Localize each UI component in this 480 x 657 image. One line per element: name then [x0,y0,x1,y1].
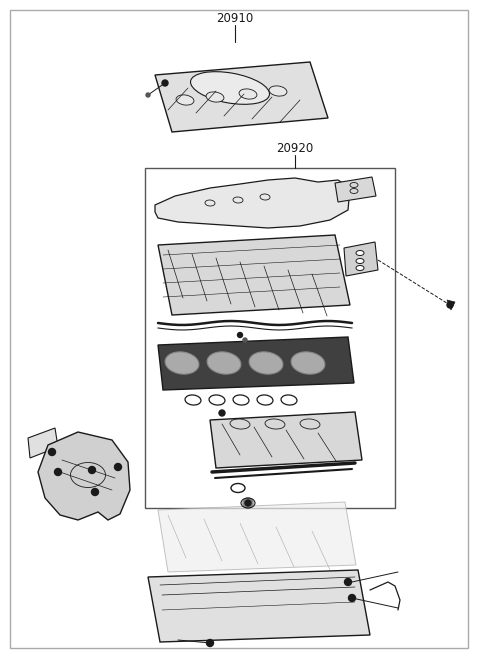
Polygon shape [158,235,350,315]
Ellipse shape [176,95,194,105]
Ellipse shape [356,258,364,263]
Ellipse shape [191,72,269,104]
Circle shape [55,468,61,476]
Circle shape [345,579,351,585]
Circle shape [447,302,453,308]
Polygon shape [155,62,328,132]
Circle shape [243,338,247,342]
Circle shape [115,463,121,470]
Ellipse shape [239,89,257,99]
Polygon shape [210,412,362,468]
Ellipse shape [356,265,364,271]
Circle shape [219,410,225,416]
Polygon shape [447,300,455,310]
Polygon shape [158,337,354,390]
Text: 20910: 20910 [216,12,253,24]
Ellipse shape [249,352,283,374]
Bar [145,168,395,508]
Polygon shape [148,570,370,642]
Polygon shape [28,428,58,458]
Circle shape [88,466,96,474]
Polygon shape [158,502,356,572]
Circle shape [48,449,56,455]
Circle shape [206,639,214,646]
Circle shape [243,498,253,508]
Ellipse shape [165,352,199,374]
Polygon shape [344,242,378,276]
Ellipse shape [356,250,364,256]
Ellipse shape [206,92,224,102]
Circle shape [238,332,242,338]
Circle shape [162,80,168,86]
Circle shape [146,93,150,97]
Ellipse shape [291,352,325,374]
Polygon shape [38,432,130,520]
Polygon shape [335,177,376,202]
Ellipse shape [207,352,241,374]
Ellipse shape [269,86,287,96]
Circle shape [92,489,98,495]
Circle shape [348,595,356,602]
Circle shape [245,500,251,506]
Text: 20920: 20920 [276,141,313,154]
Polygon shape [155,178,350,228]
